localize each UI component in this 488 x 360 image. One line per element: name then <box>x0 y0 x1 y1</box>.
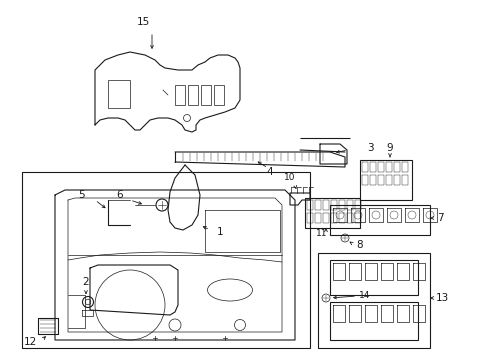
Text: 4: 4 <box>266 167 273 177</box>
Text: 1: 1 <box>216 227 223 237</box>
Bar <box>108 80 130 108</box>
Text: 3: 3 <box>366 143 372 153</box>
Bar <box>329 302 417 340</box>
Text: 5: 5 <box>79 190 85 200</box>
Bar <box>305 198 359 228</box>
Text: 7: 7 <box>436 213 443 223</box>
Text: 13: 13 <box>434 293 447 303</box>
Bar <box>329 205 429 235</box>
Text: 11: 11 <box>316 229 327 238</box>
Bar <box>187 85 198 105</box>
Text: 15: 15 <box>136 17 149 27</box>
Text: 10: 10 <box>284 174 295 183</box>
Bar <box>317 253 429 348</box>
Text: 12: 12 <box>23 337 37 347</box>
Bar <box>214 85 224 105</box>
Text: 6: 6 <box>117 190 123 200</box>
Text: 9: 9 <box>386 143 392 153</box>
Bar <box>175 85 184 105</box>
Bar <box>359 160 411 200</box>
Bar <box>22 172 309 348</box>
Bar <box>329 260 417 295</box>
Text: 8: 8 <box>356 240 363 250</box>
Bar <box>201 85 210 105</box>
Text: 2: 2 <box>82 277 89 287</box>
Text: 14: 14 <box>359 291 370 300</box>
